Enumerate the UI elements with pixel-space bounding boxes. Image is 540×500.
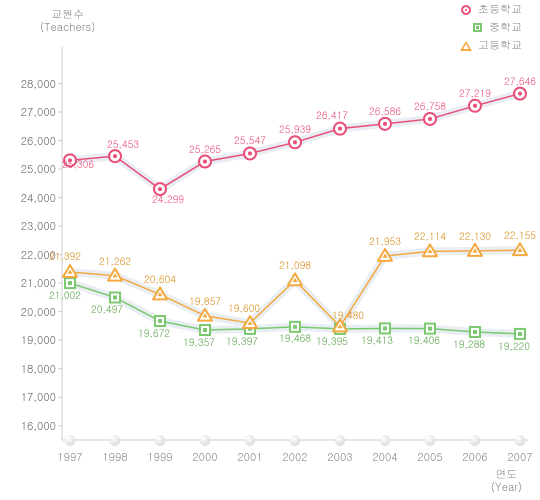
legend-item: 중학교	[459, 20, 522, 35]
x-tick-label: 2005	[410, 450, 450, 465]
x-tick-marker	[65, 435, 75, 445]
y-tick-label: 28,000	[6, 77, 56, 92]
legend: 초등학교중학교고등학교	[459, 2, 522, 56]
data-label-middle: 19,397	[226, 334, 258, 348]
x-tick-marker	[245, 435, 255, 445]
y-tick-label: 25,000	[6, 162, 56, 177]
legend-marker-icon	[470, 21, 484, 35]
y-tick-label: 18,000	[6, 362, 56, 377]
data-label-middle: 19,413	[361, 333, 393, 347]
data-label-high: 22,155	[504, 228, 536, 242]
data-label-middle: 21,002	[49, 288, 81, 302]
x-tick-marker	[335, 435, 345, 445]
data-label-elementary: 25,547	[234, 133, 266, 147]
data-label-high: 22,114	[414, 229, 446, 243]
data-label-high: 21,098	[279, 258, 311, 272]
x-tick-label: 2000	[185, 450, 225, 465]
data-label-middle: 19,288	[453, 337, 485, 351]
data-label-high: 19,857	[189, 294, 221, 308]
x-tick-marker	[200, 435, 210, 445]
x-tick-marker	[380, 435, 390, 445]
x-tick-label: 1999	[140, 450, 180, 465]
data-label-high: 22,130	[459, 229, 491, 243]
y-tick-label: 20,000	[6, 305, 56, 320]
legend-marker-icon	[459, 3, 473, 17]
y-tick-label: 17,000	[6, 390, 56, 405]
data-label-middle: 19,468	[279, 331, 311, 345]
data-label-elementary: 26,758	[414, 99, 446, 113]
data-label-elementary: 25,306	[62, 157, 94, 171]
data-label-middle: 19,406	[408, 333, 440, 347]
x-tick-label: 2001	[230, 450, 270, 465]
legend-item: 고등학교	[459, 38, 522, 53]
data-label-high: 19,600	[228, 301, 260, 315]
legend-label: 중학교	[489, 20, 522, 35]
x-tick-marker	[110, 435, 120, 445]
y-tick-label: 24,000	[6, 191, 56, 206]
data-label-middle: 19,395	[316, 334, 348, 348]
y-axis-title: 교원수(Teachers)	[40, 8, 95, 34]
data-label-elementary: 25,939	[279, 122, 311, 136]
data-label-middle: 19,220	[498, 339, 530, 353]
x-tick-marker	[290, 435, 300, 445]
y-tick-label: 23,000	[6, 219, 56, 234]
data-label-elementary: 26,417	[316, 108, 348, 122]
y-tick-label: 19,000	[6, 333, 56, 348]
y-tick-label: 16,000	[6, 419, 56, 434]
data-label-middle: 19,357	[183, 335, 215, 349]
x-tick-label: 2007	[500, 450, 540, 465]
x-tick-marker	[425, 435, 435, 445]
x-tick-label: 2004	[365, 450, 405, 465]
data-label-elementary: 27,219	[459, 86, 491, 100]
data-label-high: 21,392	[49, 249, 81, 263]
x-tick-label: 1997	[50, 450, 90, 465]
data-label-elementary: 25,265	[189, 142, 221, 156]
legend-marker-icon	[459, 39, 473, 53]
x-axis-title: 연도(Year)	[491, 468, 522, 494]
data-label-middle: 19,672	[138, 326, 170, 340]
data-label-high: 19,480	[332, 308, 364, 322]
data-label-high: 20,604	[144, 272, 176, 286]
data-label-elementary: 24,299	[152, 192, 184, 206]
data-label-high: 21,262	[99, 254, 131, 268]
teachers-line-chart: 16,00017,00018,00019,00020,00021,00022,0…	[0, 0, 540, 500]
x-tick-label: 1998	[95, 450, 135, 465]
x-tick-marker	[155, 435, 165, 445]
x-tick-label: 2003	[320, 450, 360, 465]
y-tick-label: 27,000	[6, 105, 56, 120]
x-tick-marker	[515, 435, 525, 445]
legend-item: 초등학교	[459, 2, 522, 17]
x-tick-marker	[470, 435, 480, 445]
legend-label: 고등학교	[478, 38, 522, 53]
legend-label: 초등학교	[478, 2, 522, 17]
data-label-elementary: 26,586	[369, 104, 401, 118]
x-tick-label: 2002	[275, 450, 315, 465]
data-label-elementary: 27,646	[504, 74, 536, 88]
data-label-elementary: 25,453	[107, 137, 139, 151]
x-tick-label: 2006	[455, 450, 495, 465]
data-label-high: 21,953	[369, 234, 401, 248]
data-label-middle: 20,497	[91, 302, 123, 316]
y-tick-label: 26,000	[6, 134, 56, 149]
